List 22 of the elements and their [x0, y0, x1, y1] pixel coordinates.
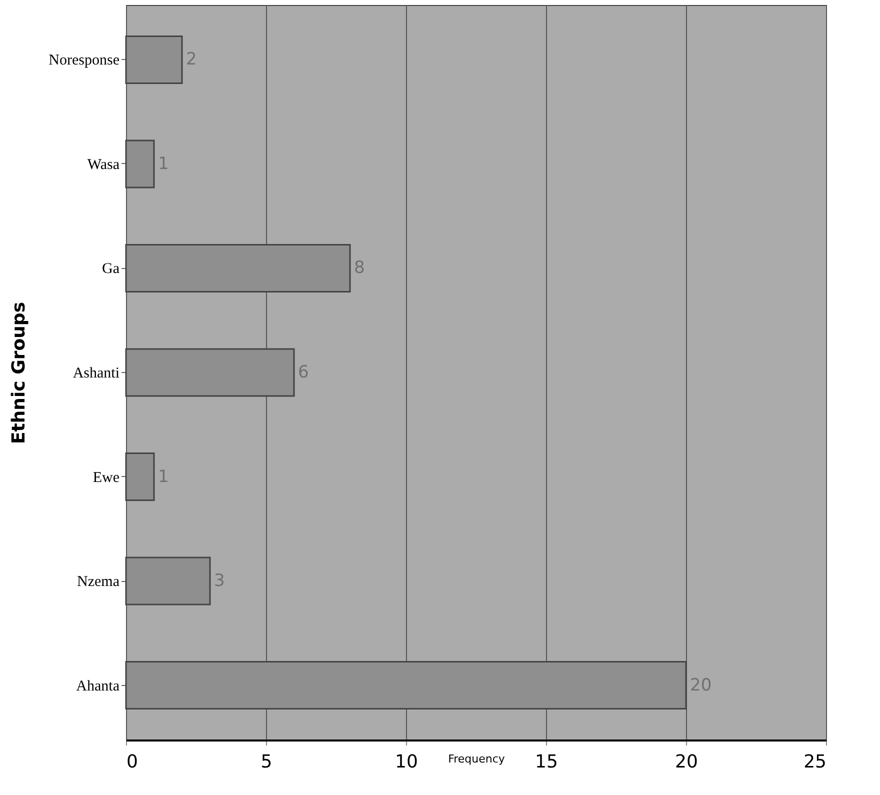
- data-label: 8: [354, 258, 365, 278]
- data-label: 1: [158, 154, 169, 174]
- x-tick-label: 20: [675, 752, 698, 772]
- x-tick-label: 0: [126, 752, 138, 772]
- x-tick-label: 25: [804, 752, 826, 772]
- x-tick-label: 10: [395, 752, 418, 772]
- data-label: 20: [690, 675, 712, 696]
- y-tick-label: Nzema: [77, 574, 120, 590]
- x-axis-title: Frequency: [448, 752, 506, 766]
- data-label: 2: [186, 50, 197, 70]
- data-label: 1: [158, 466, 169, 487]
- data-label: 6: [298, 362, 309, 382]
- data-label: 3: [214, 571, 225, 592]
- y-tick-label: Noresponse: [48, 52, 120, 69]
- y-tick-label: Ewe: [92, 470, 120, 486]
- y-axis-title: Ethnic Groups: [8, 302, 30, 444]
- y-tick-label: Ahanta: [76, 678, 120, 694]
- x-tick-label: 5: [260, 752, 272, 772]
- y-tick-label: Ashanti: [72, 366, 120, 382]
- x-tick-label: 15: [535, 752, 558, 772]
- y-tick-label: Ga: [102, 261, 120, 278]
- y-tick-label: Wasa: [87, 156, 120, 173]
